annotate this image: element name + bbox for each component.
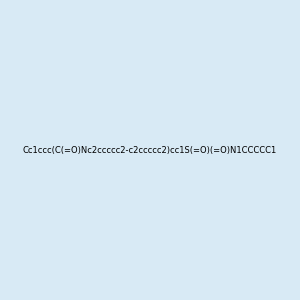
Text: Cc1ccc(C(=O)Nc2ccccc2-c2ccccc2)cc1S(=O)(=O)N1CCCCC1: Cc1ccc(C(=O)Nc2ccccc2-c2ccccc2)cc1S(=O)(…: [23, 146, 277, 154]
